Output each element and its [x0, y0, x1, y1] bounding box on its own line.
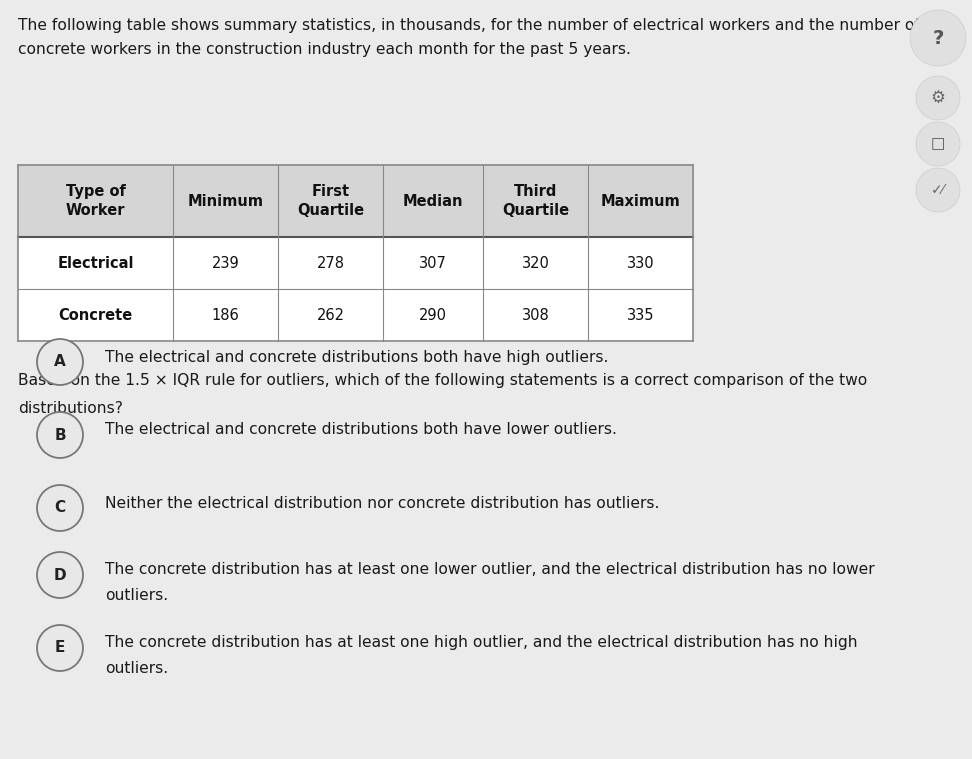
Text: The electrical and concrete distributions both have lower outliers.: The electrical and concrete distribution… — [105, 423, 617, 437]
Text: First
Quartile: First Quartile — [296, 184, 364, 218]
Circle shape — [37, 625, 83, 671]
Text: Type of
Worker: Type of Worker — [65, 184, 125, 218]
Text: The electrical and concrete distributions both have high outliers.: The electrical and concrete distribution… — [105, 349, 608, 364]
Text: Based on the 1.5 × IQR rule for outliers, which of the following statements is a: Based on the 1.5 × IQR rule for outliers… — [18, 373, 867, 388]
Text: 307: 307 — [419, 256, 447, 270]
Text: D: D — [53, 568, 66, 582]
Text: distributions?: distributions? — [18, 401, 123, 416]
Text: 330: 330 — [627, 256, 654, 270]
Text: □: □ — [931, 137, 945, 152]
Circle shape — [37, 339, 83, 385]
Text: Maximum: Maximum — [601, 194, 680, 209]
Circle shape — [37, 485, 83, 531]
Text: Minimum: Minimum — [188, 194, 263, 209]
Text: Electrical: Electrical — [57, 256, 134, 270]
Text: 239: 239 — [212, 256, 239, 270]
Text: ✓⁄: ✓⁄ — [931, 183, 945, 197]
Circle shape — [37, 412, 83, 458]
Text: 186: 186 — [212, 307, 239, 323]
Text: outliers.: outliers. — [105, 661, 168, 676]
Text: 320: 320 — [522, 256, 549, 270]
Text: 335: 335 — [627, 307, 654, 323]
Circle shape — [916, 168, 960, 212]
Circle shape — [916, 122, 960, 166]
Bar — [18, 237, 693, 289]
Circle shape — [37, 552, 83, 598]
Text: The following table shows summary statistics, in thousands, for the number of el: The following table shows summary statis… — [18, 18, 920, 33]
Text: Median: Median — [402, 194, 464, 209]
Circle shape — [916, 76, 960, 120]
Text: 262: 262 — [317, 307, 344, 323]
Text: Third
Quartile: Third Quartile — [502, 184, 569, 218]
Bar — [18, 165, 693, 237]
Circle shape — [910, 10, 966, 66]
Text: E: E — [54, 641, 65, 656]
Text: The concrete distribution has at least one high outlier, and the electrical dist: The concrete distribution has at least o… — [105, 635, 857, 650]
Text: ?: ? — [932, 29, 944, 48]
Text: 278: 278 — [317, 256, 344, 270]
Bar — [18, 289, 693, 341]
Text: ⚙: ⚙ — [930, 89, 946, 107]
Text: concrete workers in the construction industry each month for the past 5 years.: concrete workers in the construction ind… — [18, 42, 631, 57]
Text: B: B — [54, 427, 66, 442]
Text: Neither the electrical distribution nor concrete distribution has outliers.: Neither the electrical distribution nor … — [105, 496, 659, 511]
Text: 308: 308 — [522, 307, 549, 323]
Text: A: A — [54, 354, 66, 370]
Text: Concrete: Concrete — [58, 307, 132, 323]
Text: 290: 290 — [419, 307, 447, 323]
Text: The concrete distribution has at least one lower outlier, and the electrical dis: The concrete distribution has at least o… — [105, 562, 875, 577]
Text: C: C — [54, 500, 65, 515]
Text: outliers.: outliers. — [105, 588, 168, 603]
